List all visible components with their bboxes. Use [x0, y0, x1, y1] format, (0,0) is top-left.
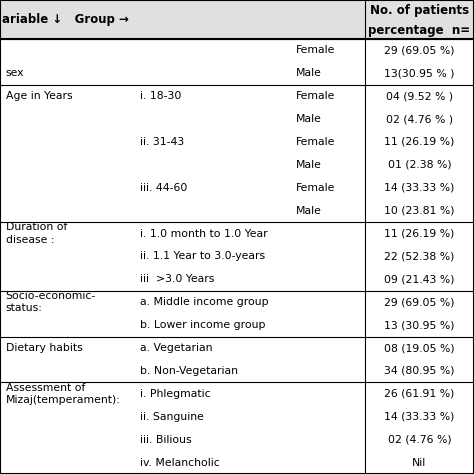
Text: a. Middle income group: a. Middle income group [140, 297, 268, 307]
Bar [0, 245, 474, 268]
Text: 01 (2.38 %): 01 (2.38 %) [388, 160, 451, 170]
Text: Female: Female [296, 91, 336, 101]
Text: Female: Female [296, 46, 336, 55]
Text: Duration of
disease :: Duration of disease : [6, 222, 67, 245]
Text: Male: Male [296, 114, 322, 124]
Text: 29 (69.05 %): 29 (69.05 %) [384, 297, 455, 307]
Text: a. Vegetarian: a. Vegetarian [140, 343, 212, 353]
Bar [0, 451, 474, 474]
Bar [0, 154, 474, 176]
Bar [0, 199, 474, 222]
Bar [0, 359, 474, 383]
Bar [0, 268, 474, 291]
Bar [0, 39, 474, 62]
Text: Dietary habits: Dietary habits [6, 343, 82, 353]
Text: i. 18-30: i. 18-30 [140, 91, 181, 101]
Bar [0, 176, 474, 199]
Text: 13(30.95 % ): 13(30.95 % ) [384, 68, 455, 78]
Text: 29 (69.05 %): 29 (69.05 %) [384, 46, 455, 55]
Text: 10 (23.81 %): 10 (23.81 %) [384, 206, 455, 216]
Text: Female: Female [296, 183, 336, 193]
Text: 02 (4.76 %): 02 (4.76 %) [388, 435, 451, 445]
Bar [0, 222, 474, 245]
Text: 09 (21.43 %): 09 (21.43 %) [384, 274, 455, 284]
Text: 14 (33.33 %): 14 (33.33 %) [384, 412, 455, 422]
Text: 22 (52.38 %): 22 (52.38 %) [384, 251, 455, 262]
Bar [0, 85, 474, 108]
Text: Age in Years: Age in Years [6, 91, 73, 101]
Bar [0, 0, 474, 39]
Bar [0, 428, 474, 451]
Text: iii. Bilious: iii. Bilious [140, 435, 191, 445]
Bar [0, 405, 474, 428]
Text: ii. 1.1 Year to 3.0-years: ii. 1.1 Year to 3.0-years [140, 251, 265, 262]
Text: 26 (61.91 %): 26 (61.91 %) [384, 389, 455, 399]
Text: No. of patients: No. of patients [370, 4, 469, 18]
Bar [0, 314, 474, 337]
Text: 13 (30.95 %): 13 (30.95 %) [384, 320, 455, 330]
Text: i. Phlegmatic: i. Phlegmatic [140, 389, 210, 399]
Text: iv. Melancholic: iv. Melancholic [140, 457, 219, 467]
Text: b. Lower income group: b. Lower income group [140, 320, 265, 330]
Text: iii  >3.0 Years: iii >3.0 Years [140, 274, 214, 284]
Text: 14 (33.33 %): 14 (33.33 %) [384, 183, 455, 193]
Text: Male: Male [296, 68, 322, 78]
Bar [0, 108, 474, 130]
Text: Socio-economic-
status:: Socio-economic- status: [6, 291, 96, 313]
Text: ii. Sanguine: ii. Sanguine [140, 412, 204, 422]
Bar [0, 130, 474, 154]
Text: 11 (26.19 %): 11 (26.19 %) [384, 137, 455, 147]
Text: percentage  n=: percentage n= [368, 24, 471, 37]
Bar [0, 291, 474, 314]
Text: Nil: Nil [412, 457, 427, 467]
Text: i. 1.0 month to 1.0 Year: i. 1.0 month to 1.0 Year [140, 228, 267, 238]
Text: b. Non-Vegetarian: b. Non-Vegetarian [140, 366, 238, 376]
Text: ii. 31-43: ii. 31-43 [140, 137, 184, 147]
Text: Female: Female [296, 137, 336, 147]
Text: 04 (9.52 % ): 04 (9.52 % ) [386, 91, 453, 101]
Bar [0, 337, 474, 359]
Text: 34 (80.95 %): 34 (80.95 %) [384, 366, 455, 376]
Text: Male: Male [296, 206, 322, 216]
Text: 11 (26.19 %): 11 (26.19 %) [384, 228, 455, 238]
Bar [0, 383, 474, 405]
Text: Male: Male [296, 160, 322, 170]
Text: 08 (19.05 %): 08 (19.05 %) [384, 343, 455, 353]
Text: ariable ↓   Group →: ariable ↓ Group → [2, 13, 129, 26]
Bar [0, 62, 474, 85]
Text: sex: sex [6, 68, 24, 78]
Text: Assessment of
Mizaj(temperament):: Assessment of Mizaj(temperament): [6, 383, 120, 405]
Text: iii. 44-60: iii. 44-60 [140, 183, 187, 193]
Text: 02 (4.76 % ): 02 (4.76 % ) [386, 114, 453, 124]
